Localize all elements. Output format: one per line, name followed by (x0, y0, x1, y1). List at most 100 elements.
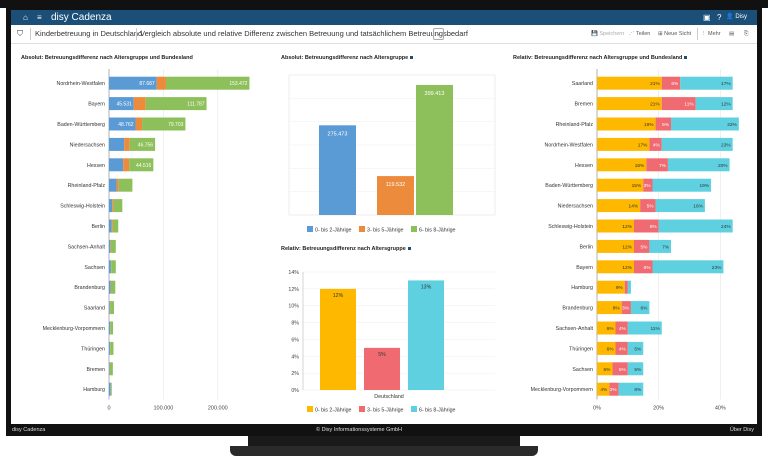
data-label: 5% (634, 367, 642, 373)
bar-segment (597, 199, 641, 213)
apps-icon[interactable]: ▣ (703, 13, 711, 22)
data-label: 4% (600, 387, 608, 393)
category-label: Sachsen-Anhalt (556, 326, 594, 332)
save-button[interactable]: 💾 Speichern (591, 31, 625, 37)
bar-segment (111, 260, 116, 274)
data-label: 12% (622, 265, 632, 271)
chart-rel-by-state: 0% 20% 40% Saarland 21% 6% 17% Bremen 21% 11% 12% R… (531, 69, 739, 411)
bar-segment (109, 219, 112, 233)
info-dot-icon (407, 247, 411, 251)
data-label: 9% (616, 285, 624, 291)
share-button[interactable]: ⋰ Teilen (629, 31, 651, 37)
bar-segment (597, 321, 616, 335)
category-label: Bremen (574, 102, 593, 108)
data-label: 17% (721, 81, 731, 87)
bar-segment (634, 239, 650, 253)
category-label: Sachsen (572, 367, 593, 373)
bar-segment (615, 341, 628, 355)
category-label: Schleswig-Holstein (60, 204, 105, 210)
data-label: 11% (684, 102, 694, 108)
data-label: 3% (644, 183, 652, 189)
data-label: 17% (638, 142, 648, 148)
category-label: Thüringen (569, 346, 593, 352)
category-label: Sachsen (84, 265, 105, 271)
chart-abs-by-state: 0 100.000 200.000 Nordrhein-Westfalen 87.687… (43, 69, 250, 411)
data-label: 12% (622, 224, 632, 230)
category-label: Niedersachsen (70, 142, 105, 148)
data-label: 23% (712, 265, 722, 271)
bar-segment (109, 239, 111, 253)
data-label: 6% (607, 346, 615, 352)
info-dot-icon (684, 56, 688, 60)
category-label: Hessen (575, 163, 593, 169)
breadcrumb-workbook[interactable]: Kinderbetreuung in Deutschland (35, 29, 143, 38)
x-tick-label: 0% (593, 405, 601, 411)
legend-swatch (359, 406, 365, 412)
toolbar-divider (697, 28, 698, 40)
data-label: 153.472 (229, 81, 247, 87)
data-label: 111.787 (187, 102, 205, 108)
legend-swatch (359, 226, 365, 232)
bar-segment (618, 382, 644, 396)
data-label: 8% (634, 387, 642, 393)
bar-segment (661, 76, 681, 90)
bar-segment (597, 260, 634, 274)
bar-segment (649, 137, 662, 151)
export-icon[interactable]: ⎘ (744, 31, 749, 37)
y-tick-label: 4% (291, 354, 299, 360)
user-menu[interactable]: 👤 Disy (726, 14, 747, 20)
data-label: 7% (662, 244, 670, 250)
bar-segment (113, 199, 123, 213)
bar-segment (129, 158, 154, 172)
category-label: Bayern (576, 265, 593, 271)
bar (319, 125, 356, 215)
bar-segment (597, 341, 616, 355)
bar-segment (109, 301, 110, 315)
status-about-link[interactable]: Über Disy (729, 427, 754, 433)
category-label: Mecklenburg-Vorpommern (43, 326, 105, 332)
data-label: 46.756 (138, 142, 154, 148)
help-icon[interactable]: ? (717, 13, 722, 22)
category-label: Bayern (88, 102, 105, 108)
status-bar: disy Cadenza © Disy Informationssysteme … (6, 424, 762, 436)
legend-label: 0- bis 2-Jährige (315, 228, 352, 234)
y-tick-label: 10% (288, 304, 299, 310)
menu-icon[interactable]: ≡ (37, 13, 42, 22)
filter-icon[interactable]: ⛉ (17, 29, 23, 38)
view-toolbar: ⛉ Kinderbetreuung in Deutschland Verglei… (11, 25, 757, 44)
bar-segment (621, 301, 631, 315)
bar-segment (109, 362, 113, 376)
bar-segment (129, 137, 156, 151)
category-label: Berlin (579, 244, 593, 250)
bar-segment (135, 117, 143, 131)
legend-label: 0- bis 2-Jährige (315, 408, 352, 414)
bar-segment (597, 117, 656, 131)
bar-segment (640, 199, 656, 213)
data-label: 5% (378, 352, 386, 358)
view-select-chevron-icon[interactable]: ⌄ (433, 28, 444, 40)
panel-title-abs-state: Absolut: Betreuungsdifferenz nach Alters… (21, 55, 193, 61)
bar-segment (112, 199, 114, 213)
x-tick-label: 20% (653, 405, 664, 411)
panel-toggle-icon[interactable]: ▤ (729, 31, 735, 37)
category-label: Berlin (91, 224, 105, 230)
data-label: 4% (619, 326, 627, 332)
bar-segment (110, 239, 111, 253)
bar-segment (110, 301, 114, 315)
category-label: Hamburg (83, 387, 105, 393)
bar-segment (627, 362, 644, 376)
more-button[interactable]: ⋮ Mehr (701, 31, 721, 37)
data-label: 4% (653, 142, 661, 148)
category-label: Brandenburg (74, 285, 105, 291)
data-label: 19% (644, 122, 654, 128)
new-view-button[interactable]: ⊞ Neue Sicht (658, 31, 692, 37)
bar-segment (597, 301, 622, 315)
bar-segment (655, 117, 671, 131)
data-label: 4% (619, 346, 627, 352)
bar-segment (110, 382, 112, 396)
data-label: 275.473 (328, 131, 348, 137)
bar-segment (110, 341, 114, 355)
home-icon[interactable]: ⌂ (23, 13, 28, 22)
data-label: 21% (650, 81, 660, 87)
bar-segment (695, 97, 733, 111)
